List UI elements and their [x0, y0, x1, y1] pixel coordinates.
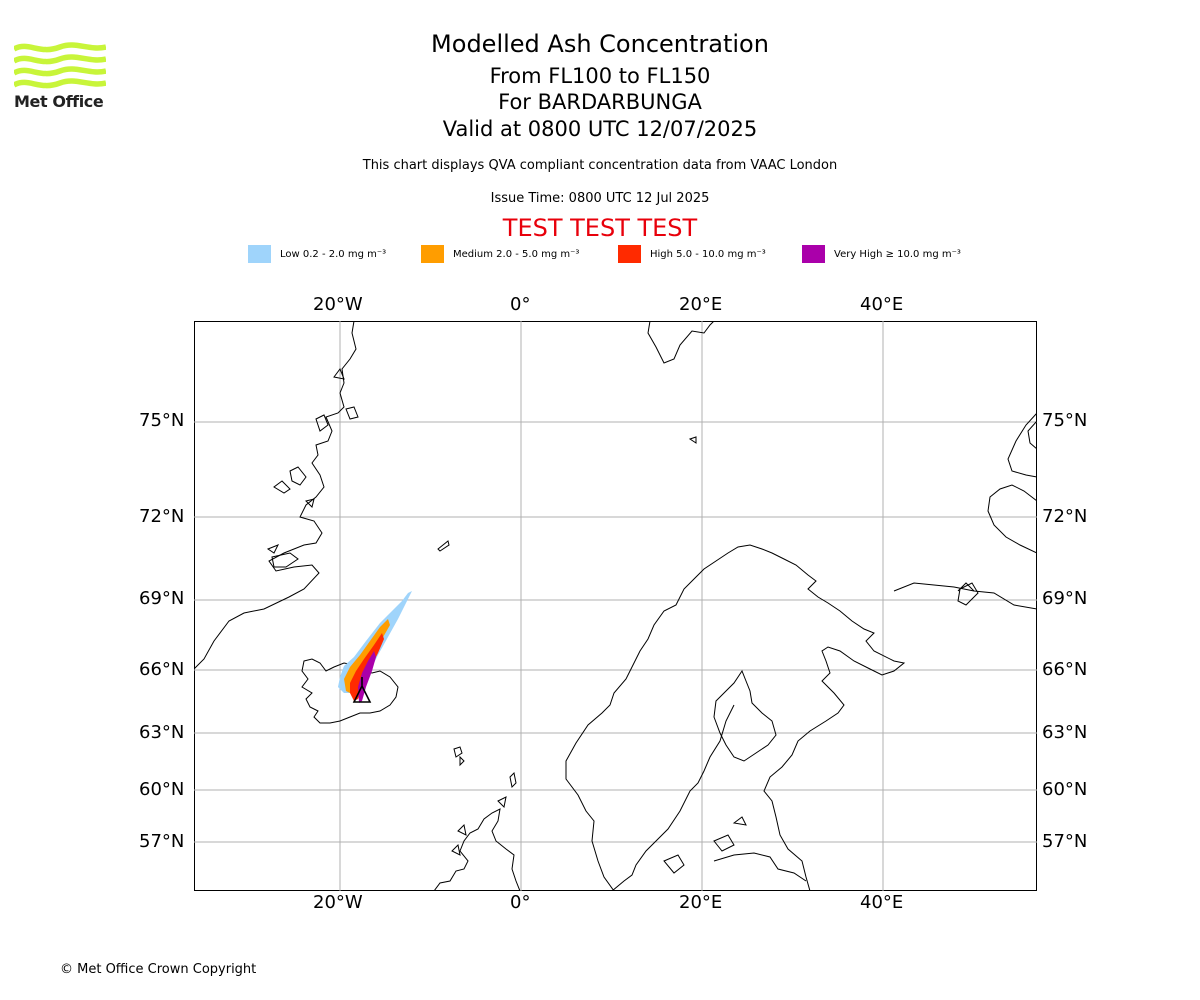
lon-label-bottom-40e: 40°E: [860, 892, 904, 913]
legend-item-high: High 5.0 - 10.0 mg m⁻³: [618, 244, 766, 264]
scandinavia-coast: [565, 544, 906, 891]
met-office-logo-text: Met Office: [14, 92, 104, 111]
lon-label-top-20w: 20°W: [313, 294, 363, 315]
legend-label-low: Low 0.2 - 2.0 mg m⁻³: [280, 248, 387, 260]
copyright-notice: © Met Office Crown Copyright: [60, 962, 257, 977]
legend-label-medium: Medium 2.0 - 5.0 mg m⁻³: [453, 248, 580, 260]
svalbard-coast: [647, 321, 715, 364]
lat-label-right-69n: 69°N: [1042, 588, 1088, 609]
lon-label-bottom-20e: 20°E: [679, 892, 723, 913]
lat-label-left-69n: 69°N: [139, 588, 185, 609]
lon-label-top-40e: 40°E: [860, 294, 904, 315]
met-office-logo: [14, 42, 106, 89]
lat-label-right-72n: 72°N: [1042, 506, 1088, 527]
lat-label-left-57n: 57°N: [139, 831, 185, 852]
legend-item-medium: Medium 2.0 - 5.0 mg m⁻³: [421, 244, 579, 264]
issue-time: Issue Time: 0800 UTC 12 Jul 2025: [490, 191, 710, 206]
legend-swatch-high: [618, 245, 641, 263]
lat-label-left-66n: 66°N: [139, 659, 185, 680]
lat-label-right-57n: 57°N: [1042, 831, 1088, 852]
flight-level-range: From FL100 to FL150: [489, 64, 711, 88]
lat-label-left-60n: 60°N: [139, 779, 185, 800]
sweden-coast: [611, 704, 735, 891]
lat-label-right-66n: 66°N: [1042, 659, 1088, 680]
lat-label-left-75n: 75°N: [139, 410, 185, 431]
ash-plume: [338, 591, 412, 703]
ash-very-high: [358, 651, 376, 703]
chart-title: Modelled Ash Concentration: [431, 30, 769, 58]
legend-label-very-high: Very High ≥ 10.0 mg m⁻³: [834, 248, 961, 260]
valid-time: Valid at 0800 UTC 12/07/2025: [442, 117, 758, 141]
lon-label-top-20e: 20°E: [679, 294, 723, 315]
volcano-marker: [352, 677, 372, 703]
lon-label-top-0: 0°: [510, 294, 531, 315]
legend-label-high: High 5.0 - 10.0 mg m⁻³: [650, 248, 766, 260]
legend-swatch-very-high: [802, 245, 825, 263]
scotland-coast: [433, 808, 521, 891]
legend-swatch-medium: [421, 245, 444, 263]
legend-swatch-low: [248, 245, 271, 263]
lat-label-left-72n: 72°N: [139, 506, 185, 527]
iceland-coast: [301, 658, 399, 724]
lat-label-right-63n: 63°N: [1042, 722, 1088, 743]
lon-label-bottom-0: 0°: [510, 892, 531, 913]
greenland-coast: [194, 321, 357, 670]
legend-item-very-high: Very High ≥ 10.0 mg m⁻³: [802, 244, 961, 264]
lat-label-right-60n: 60°N: [1042, 779, 1088, 800]
chart-description: This chart displays QVA compliant concen…: [362, 158, 838, 173]
ash-map: [194, 321, 1037, 891]
map-frame: [194, 321, 1037, 891]
coastlines: [194, 321, 1037, 891]
volcano-name: For BARDARBUNGA: [498, 90, 702, 114]
test-banner: TEST TEST TEST: [502, 214, 698, 242]
gulf-of-bothnia: [713, 669, 777, 762]
lon-label-bottom-20w: 20°W: [313, 892, 363, 913]
map-gridlines: [194, 321, 1037, 891]
legend-item-low: Low 0.2 - 2.0 mg m⁻³: [248, 244, 386, 264]
lat-label-right-75n: 75°N: [1042, 410, 1088, 431]
lat-label-left-63n: 63°N: [139, 722, 185, 743]
